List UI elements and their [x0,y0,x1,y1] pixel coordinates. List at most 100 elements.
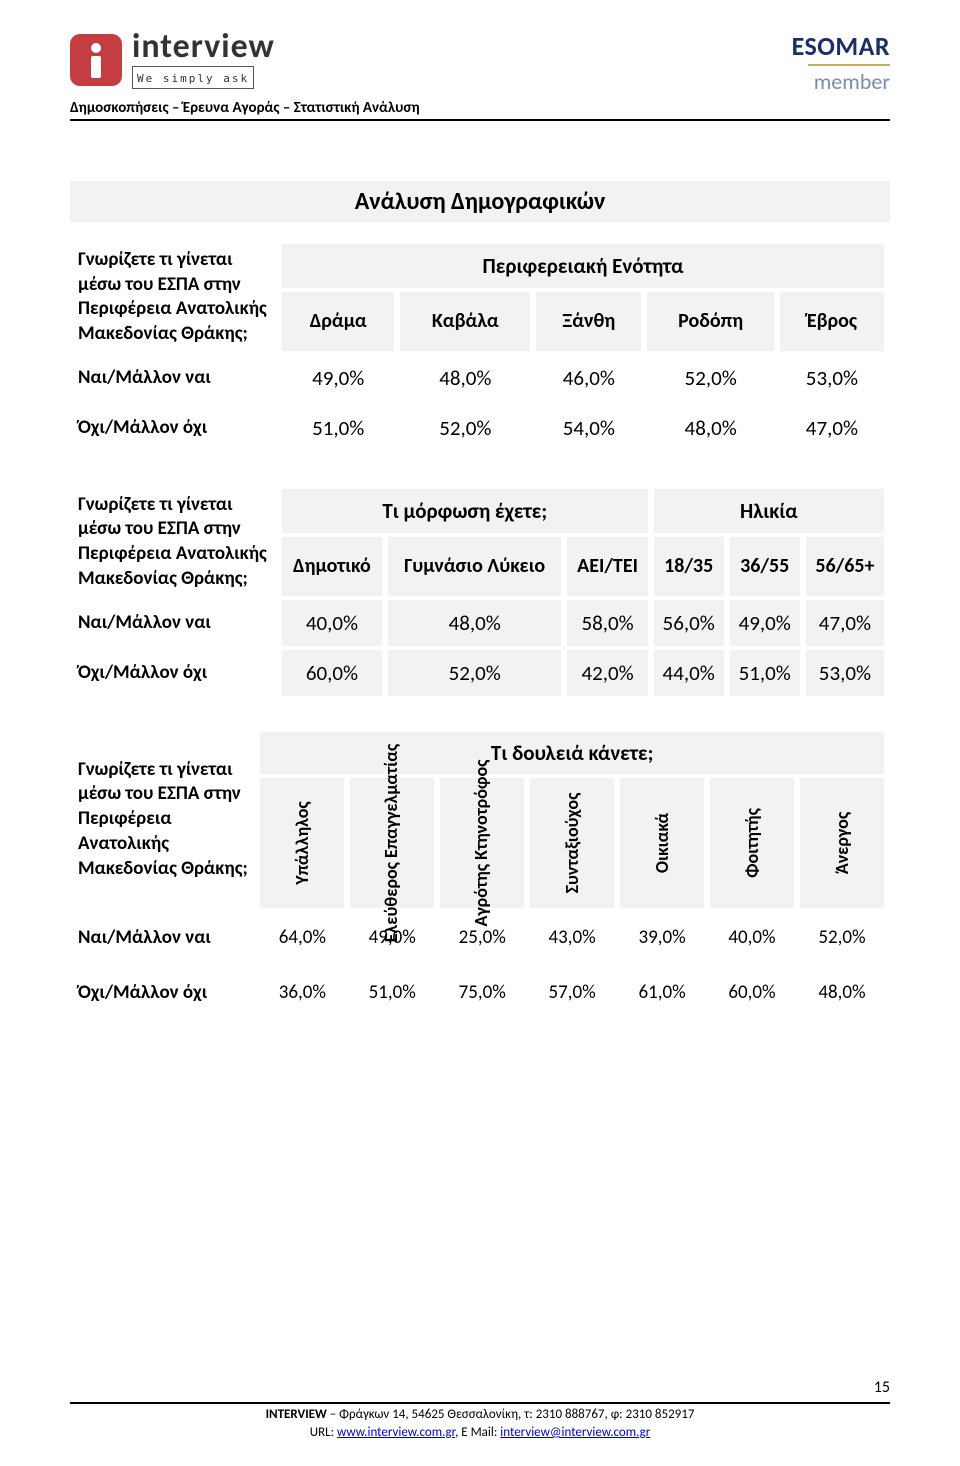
rot-text: Ελεύθερος Επαγγελματίας [380,743,402,941]
cell: 57,0% [530,967,614,1018]
esomar-label: ESOMAR [792,30,890,62]
table2-stub: Γνωρίζετε τι γίνεται μέσω του ΕΣΠΑ στην … [76,489,276,596]
footer-rule [70,1402,890,1404]
cell: 61,0% [620,967,704,1018]
col-header: Άνεργος [800,778,884,908]
cell: 64,0% [260,912,344,963]
table3-stub: Γνωρίζετε τι γίνεται μέσω του ΕΣΠΑ στην … [76,732,254,908]
col-header: Υπάλληλος [260,778,344,908]
table-row: Όχι/Μάλλον όχι 60,0% 52,0% 42,0% 44,0% 5… [76,650,884,696]
cell: 58,0% [567,600,647,646]
logo-right: ESOMAR member [792,30,890,95]
page: interview We simply ask ESOMAR member Δη… [0,0,960,1466]
brand: interview [132,30,275,64]
table1-stub: Γνωρίζετε τι γίνεται μέσω του ΕΣΠΑ στην … [76,244,276,351]
footer: 15 INTERVIEW – Φράγκων 14, 54625 Θεσσαλο… [70,1402,890,1442]
rot-label: Αγρότης Κτηνοτρόφος [472,759,492,926]
cell: 48,0% [400,355,530,401]
row-label: Όχι/Μάλλον όχι [76,967,254,1018]
cell: 49,0% [730,600,800,646]
cell: 53,0% [780,355,884,401]
col-header: 56/65+ [806,537,884,596]
table-row: Ναι/Μάλλον ναι 49,0% 48,0% 46,0% 52,0% 5… [76,355,884,401]
table3-group-header: Τι δουλειά κάνετε; [260,732,884,774]
table2-group2: Ηλικία [654,489,884,533]
cell: 51,0% [282,405,394,451]
cell: 47,0% [806,600,884,646]
cell: 42,0% [567,650,647,696]
col-header: Ελεύθερος Επαγγελματίας [350,778,434,908]
cell: 44,0% [654,650,724,696]
col-header: Δημοτικό [282,537,382,596]
page-number: 15 [874,1378,890,1397]
col-header: Ξάνθη [536,292,641,351]
col-header: Φοιτητής [710,778,794,908]
cell: 36,0% [260,967,344,1018]
footer-addr: – Φράγκων 14, 54625 Θεσσαλονίκη, τ: 2310… [327,1407,695,1422]
footer-text: INTERVIEW – Φράγκων 14, 54625 Θεσσαλονίκ… [70,1406,890,1442]
row-label: Όχι/Μάλλον όχι [76,650,276,696]
cell: 56,0% [654,600,724,646]
col-header: ΑΕΙ/ΤΕΙ [567,537,647,596]
table-row: Ναι/Μάλλον ναι 40,0% 48,0% 58,0% 56,0% 4… [76,600,884,646]
cell: 75,0% [440,967,524,1018]
rot-label: Οικιακά [651,812,673,872]
cell: 52,0% [800,912,884,963]
row-label: Ναι/Μάλλον ναι [76,600,276,646]
footer-brand: INTERVIEW [266,1407,327,1422]
cell: 40,0% [710,912,794,963]
subheader: Δημοσκοπήσεις – Έρευνα Αγοράς – Στατιστι… [70,99,890,121]
cell: 51,0% [730,650,800,696]
col-header: 36/55 [730,537,800,596]
cell: 39,0% [620,912,704,963]
rot-label: Φοιτητής [741,808,763,878]
col-header: Ροδόπη [647,292,773,351]
footer-mail-label: , E Mail: [455,1425,500,1440]
logo-dot [91,43,101,53]
logo-stem [91,56,101,78]
logo-text: interview We simply ask [132,30,275,89]
table-row: Όχι/Μάλλον όχι 51,0% 52,0% 54,0% 48,0% 4… [76,405,884,451]
rot-label: Άνεργος [831,811,853,873]
tagline-box: We simply ask [132,66,254,89]
cell: 52,0% [388,650,562,696]
col-header: Συνταξιούχος [530,778,614,908]
table2-group1: Τι μόρφωση έχετε; [282,489,648,533]
footer-link-url[interactable]: www.interview.com.gr [337,1425,455,1440]
tagline: We simply ask [137,72,249,85]
header: interview We simply ask ESOMAR member [70,30,890,95]
logo-left: interview We simply ask [70,30,275,89]
table-row: Όχι/Μάλλον όχι 36,0% 51,0% 75,0% 57,0% 6… [76,967,884,1018]
footer-link-mail[interactable]: interview@interview.com.gr [500,1425,650,1440]
table1-group-header: Περιφερειακή Ενότητα [282,244,884,288]
row-label: Ναι/Μάλλον ναι [76,912,254,963]
table-occupation: Γνωρίζετε τι γίνεται μέσω του ΕΣΠΑ στην … [70,728,890,1022]
member-label: member [808,64,890,95]
cell: 60,0% [710,967,794,1018]
rot-text: Αγρότης Κτηνοτρόφος [470,759,492,926]
rot-label: Υπάλληλος [291,801,313,884]
cell: 43,0% [530,912,614,963]
col-header: 18/35 [654,537,724,596]
cell: 48,0% [800,967,884,1018]
cell: 48,0% [647,405,773,451]
row-label: Ναι/Μάλλον ναι [76,355,276,401]
cell: 46,0% [536,355,641,401]
col-header: Καβάλα [400,292,530,351]
table-education-age: Γνωρίζετε τι γίνεται μέσω του ΕΣΠΑ στην … [70,485,890,700]
rot-label: Συνταξιούχος [561,792,583,893]
row-label: Όχι/Μάλλον όχι [76,405,276,451]
cell: 51,0% [350,967,434,1018]
col-header: Γυμνάσιο Λύκειο [388,537,562,596]
col-header: Οικιακά [620,778,704,908]
main-title: Ανάλυση Δημογραφικών [70,181,890,222]
logo-i-icon [70,34,122,86]
col-header: Αγρότης Κτηνοτρόφος [440,778,524,908]
cell: 49,0% [282,355,394,401]
cell: 52,0% [400,405,530,451]
cell: 60,0% [282,650,382,696]
cell: 40,0% [282,600,382,646]
table-region: Γνωρίζετε τι γίνεται μέσω του ΕΣΠΑ στην … [70,240,890,455]
cell: 47,0% [780,405,884,451]
col-header: Έβρος [780,292,884,351]
